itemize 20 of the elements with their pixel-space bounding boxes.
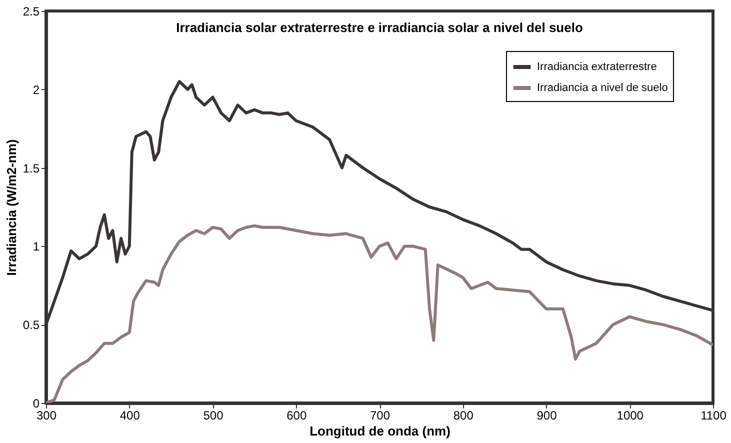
y-tick-label: 1 [32, 240, 40, 254]
x-tick-label: 300 [36, 408, 57, 422]
legend-label: Irradiancia extraterrestre [537, 61, 657, 73]
y-axis-title: Irradiancia (W/m2-nm) [4, 139, 19, 276]
y-tick-label: 1.5 [22, 161, 40, 176]
x-tick-label: 1000 [616, 408, 644, 422]
x-axis-title: Longitud de onda (nm) [310, 424, 450, 438]
x-tick-label: 600 [286, 408, 307, 422]
y-tick-label: 0.5 [22, 318, 40, 332]
y-tick-label: 2.5 [22, 4, 40, 18]
x-tick-label: 800 [453, 408, 474, 422]
y-tick-label: 2 [32, 82, 40, 97]
x-tick-label: 1100 [700, 408, 727, 422]
x-tick-label: 500 [203, 408, 224, 422]
x-tick-label: 400 [120, 408, 140, 422]
x-tick-label: 700 [370, 408, 390, 422]
legend-label: Irradiancia a nivel de suelo [537, 82, 668, 94]
x-tick-label: 900 [536, 408, 558, 422]
y-tick-label: 0 [32, 396, 40, 410]
text: Irradiancia solar extraterrestre e irradiancia solar a nivel del suelo [176, 20, 583, 35]
